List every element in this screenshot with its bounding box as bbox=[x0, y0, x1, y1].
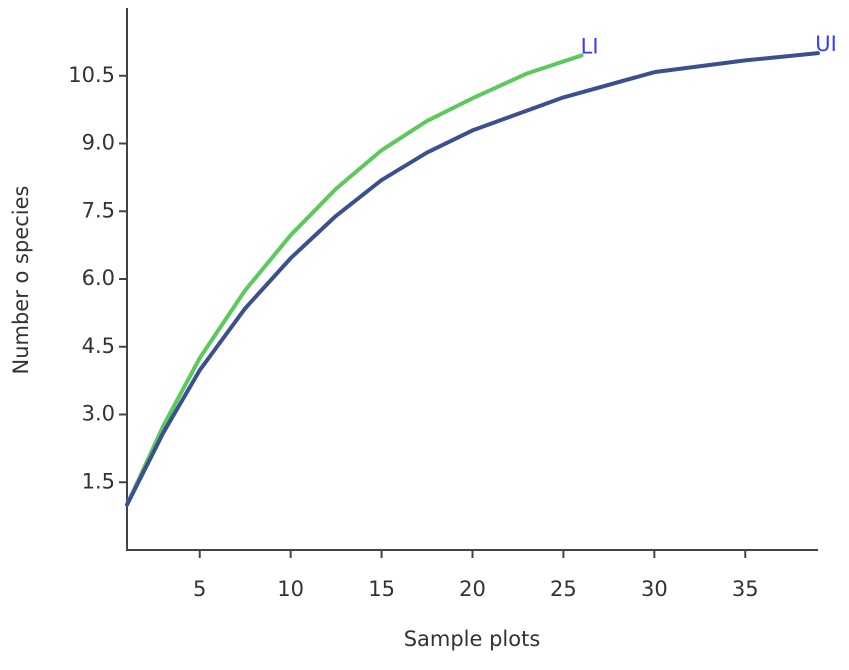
x-tick-label: 35 bbox=[732, 577, 759, 601]
series-label: LI bbox=[581, 34, 599, 58]
x-tick-label: 10 bbox=[277, 577, 304, 601]
y-tick-label: 3.0 bbox=[82, 402, 115, 426]
x-tick-label: 20 bbox=[459, 577, 486, 601]
y-tick-label: 1.5 bbox=[82, 469, 115, 493]
y-tick-label: 7.5 bbox=[82, 198, 115, 222]
x-tick-label: 30 bbox=[641, 577, 668, 601]
y-tick-label: 4.5 bbox=[82, 334, 115, 358]
x-tick-label: 25 bbox=[550, 577, 577, 601]
x-tick-label: 5 bbox=[193, 577, 206, 601]
y-tick-label: 9.0 bbox=[82, 131, 115, 155]
series-line bbox=[125, 51, 820, 507]
series-line bbox=[125, 53, 584, 507]
x-tick-label: 15 bbox=[368, 577, 395, 601]
y-tick-label: 6.0 bbox=[82, 266, 115, 290]
y-axis-label: Number o species bbox=[9, 186, 33, 375]
series-label: UI bbox=[815, 32, 837, 56]
x-axis-label: Sample plots bbox=[404, 627, 541, 651]
y-tick-label: 10.5 bbox=[68, 63, 115, 87]
